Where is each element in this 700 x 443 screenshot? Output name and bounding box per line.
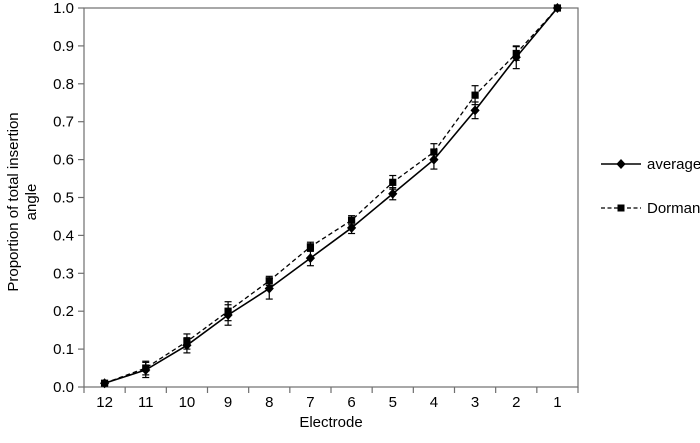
x-tick-label: 7: [306, 394, 314, 411]
data-point-square: [471, 91, 479, 99]
y-tick-label: 0.4: [53, 227, 74, 244]
y-tick-label: 0.6: [53, 152, 74, 169]
y-tick-label: 0.1: [53, 341, 74, 358]
y-axis: 0.0 0.1 0.2 0.3 0.4 0.5 0.6 0.7 0.8 0.9 1.0: [53, 0, 84, 396]
y-tick-label: 0.9: [53, 38, 74, 55]
x-axis: 12 11 10 9 8 7 6 5 4 3 2 1: [83, 387, 579, 411]
series-Dorman: [100, 4, 562, 387]
data-point-square: [553, 4, 562, 12]
x-tick-label: 12: [96, 394, 113, 411]
x-tick-label: 8: [265, 394, 273, 411]
x-tick-label: 11: [138, 394, 154, 411]
plot-frame: [83, 7, 579, 388]
x-tick-label: 9: [224, 394, 232, 411]
data-point-diamond: [470, 105, 480, 116]
data-point-square: [347, 216, 356, 224]
data-point-square: [306, 243, 315, 251]
data-point-square: [430, 148, 438, 156]
y-tick-label: 0.5: [53, 190, 74, 207]
x-tick-label: 1: [553, 394, 561, 411]
y-axis-title-line-2: angle: [23, 184, 40, 221]
series-average: [99, 3, 563, 389]
data-point-diamond: [388, 188, 398, 199]
x-tick-label: 6: [347, 394, 355, 411]
x-tick-label: 4: [430, 394, 438, 411]
data-point-square: [100, 379, 109, 387]
legend-label-average: average: [647, 155, 700, 173]
y-tick-label: 0.2: [53, 303, 74, 320]
y-tick-label: 0.7: [53, 114, 74, 131]
data-point-diamond: [305, 253, 316, 264]
data-point-square: [183, 337, 191, 346]
x-axis-title: Electrode: [299, 414, 362, 431]
series-line-Dorman: [104, 7, 558, 384]
x-tick-label: 3: [471, 394, 479, 411]
y-tick-label: 0.3: [53, 265, 74, 282]
plot-area: 0.00.10.20.30.40.50.60.70.80.91.012 11 10 9…: [53, 0, 579, 411]
data-point-square: [389, 178, 397, 186]
diamond-marker-icon: [616, 159, 626, 169]
y-axis-title-line-1: Proportion of total insertion: [5, 112, 22, 291]
legend-entry-dorman: Dorman: [600, 199, 700, 217]
data-point-square: [224, 307, 232, 315]
y-tick-label: 0.0: [53, 379, 74, 396]
data-point-square: [512, 49, 520, 58]
series-line-average: [104, 7, 559, 384]
dorman-line-sample: [601, 204, 641, 212]
legend-entry-average: average: [600, 155, 700, 173]
data-point-square: [142, 364, 150, 372]
average-line-sample: [601, 159, 641, 169]
x-tick-label: 2: [512, 394, 520, 411]
x-tick-label: 10: [179, 394, 196, 411]
y-tick-label: 1.0: [53, 0, 74, 17]
y-tick-label: 0.8: [53, 76, 74, 93]
legend-label-dorman: Dorman: [647, 199, 700, 217]
square-marker-icon: [617, 204, 625, 212]
data-point-square: [265, 277, 273, 285]
x-tick-label: 5: [389, 394, 397, 411]
